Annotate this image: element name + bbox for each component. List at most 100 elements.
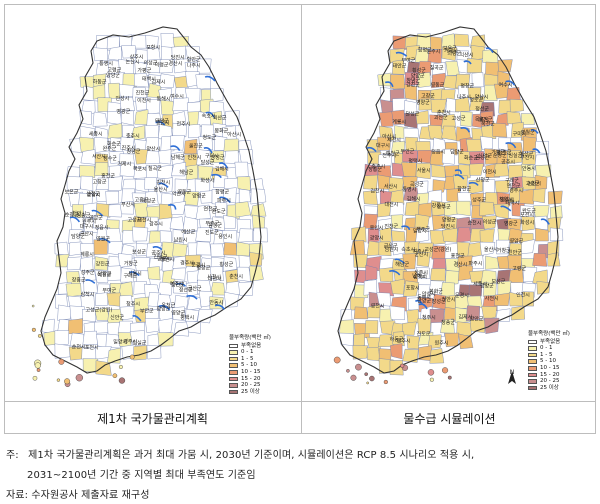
district-label: 울진군 <box>479 116 493 123</box>
district-label: 구미시 <box>205 152 219 159</box>
district-polygon <box>237 266 252 282</box>
legend-row: 부족없음 <box>528 339 570 346</box>
district-label: 파주시 <box>469 260 483 267</box>
legend-label: 0 - 1 <box>540 345 553 352</box>
district-polygon <box>509 98 525 113</box>
legend-label: 10 - 15 <box>540 364 560 371</box>
district-label: 속초시 <box>202 113 216 120</box>
district-label: 부산시 <box>121 201 135 208</box>
district-label: 고창군 <box>421 92 435 99</box>
legend-label: 1 - 5 <box>241 355 254 362</box>
district-polygon <box>366 240 381 256</box>
district-label: 포항시 <box>406 284 420 291</box>
district-polygon <box>200 124 215 141</box>
north-arrow: N <box>507 369 517 384</box>
island <box>64 378 71 385</box>
legend-row: 10 - 15 <box>229 369 271 376</box>
district-polygon <box>429 36 443 51</box>
district-label: 고성군 <box>127 216 141 223</box>
water-body <box>394 258 406 264</box>
water-body <box>211 173 222 179</box>
district-polygon <box>460 111 473 127</box>
district-polygon <box>470 254 485 269</box>
district-polygon <box>519 188 535 205</box>
source-note: 자료: 수자원공사 제출자료 재구성 <box>6 490 150 501</box>
district-polygon <box>160 99 174 116</box>
district-label: 청주시 <box>126 302 140 308</box>
district-label: 울산시 <box>154 186 168 193</box>
district-polygon <box>480 136 493 151</box>
district-polygon <box>209 150 224 164</box>
water-body <box>395 51 408 57</box>
district-polygon <box>532 188 546 204</box>
district-label: 거제시 <box>117 160 131 167</box>
district-polygon <box>389 74 406 90</box>
district-polygon <box>549 227 564 242</box>
district-polygon <box>170 201 187 215</box>
district-polygon <box>93 239 108 255</box>
coastline <box>40 26 262 374</box>
district-label: 예천군 <box>97 271 111 278</box>
district-polygon <box>158 318 174 334</box>
district-polygon <box>119 306 135 321</box>
district-polygon <box>429 230 446 245</box>
water-body <box>91 209 104 217</box>
district-label: 충주시 <box>126 132 140 139</box>
district-label: 사천시 <box>485 295 499 302</box>
district-polygon <box>196 149 211 166</box>
district-label: 의성군 <box>483 218 497 225</box>
district-polygon <box>471 72 485 88</box>
water-body <box>214 304 225 310</box>
legend-row: 10 - 15 <box>528 365 570 372</box>
district-label: 대구시 <box>376 142 390 149</box>
district-polygon <box>223 291 239 308</box>
district-label: 고성군(강원) <box>86 307 113 314</box>
district-label: 밀양시 <box>413 227 427 234</box>
district-label: 창녕군 <box>406 77 420 84</box>
water-body <box>468 181 479 186</box>
district-label: 거창군 <box>124 260 138 267</box>
district-label: 원주시 <box>435 339 449 346</box>
district-label: 동해시 <box>417 294 431 301</box>
island <box>58 358 65 365</box>
district-polygon <box>415 110 429 125</box>
district-polygon <box>403 280 420 297</box>
district-label: 평택시 <box>180 314 194 321</box>
district-polygon <box>427 125 444 140</box>
district-polygon <box>445 61 460 76</box>
legend-swatch <box>229 356 238 362</box>
legend-row: 1 - 5 <box>229 356 271 363</box>
district-polygon <box>223 256 238 272</box>
legend-label: 15 - 20 <box>241 375 261 382</box>
water-body <box>460 126 470 133</box>
district-label: 안성시 <box>422 290 436 297</box>
district-label: 고성군 <box>452 115 466 122</box>
island <box>400 363 405 368</box>
district-polygon <box>352 345 369 360</box>
district-polygon <box>108 204 123 218</box>
district-polygon <box>94 269 111 284</box>
district-label: 영암군 <box>89 215 103 222</box>
district-label: 보성군 <box>492 278 506 285</box>
district-polygon <box>430 268 446 282</box>
legend-row: 25 이상 <box>528 385 570 392</box>
district-polygon <box>402 348 419 363</box>
district-polygon <box>238 188 251 203</box>
district-label: 영천시 <box>371 302 385 309</box>
district-polygon <box>223 138 239 153</box>
water-body <box>129 271 140 277</box>
district-polygon <box>466 58 483 74</box>
district-label: 고령군 <box>512 265 526 272</box>
legend-row: 15 - 20 <box>528 372 570 379</box>
district-label: 산청군 <box>476 177 490 184</box>
district-polygon <box>377 201 393 218</box>
district-label: 진주시 <box>122 144 136 151</box>
district-label: 동해시 <box>157 95 171 102</box>
district-label: 괴산군 <box>434 114 448 121</box>
district-label: 김해시 <box>407 195 421 202</box>
district-label: 거제시 <box>444 48 458 55</box>
district-polygon <box>223 242 237 256</box>
district-polygon <box>390 214 404 230</box>
district-polygon <box>363 213 379 229</box>
